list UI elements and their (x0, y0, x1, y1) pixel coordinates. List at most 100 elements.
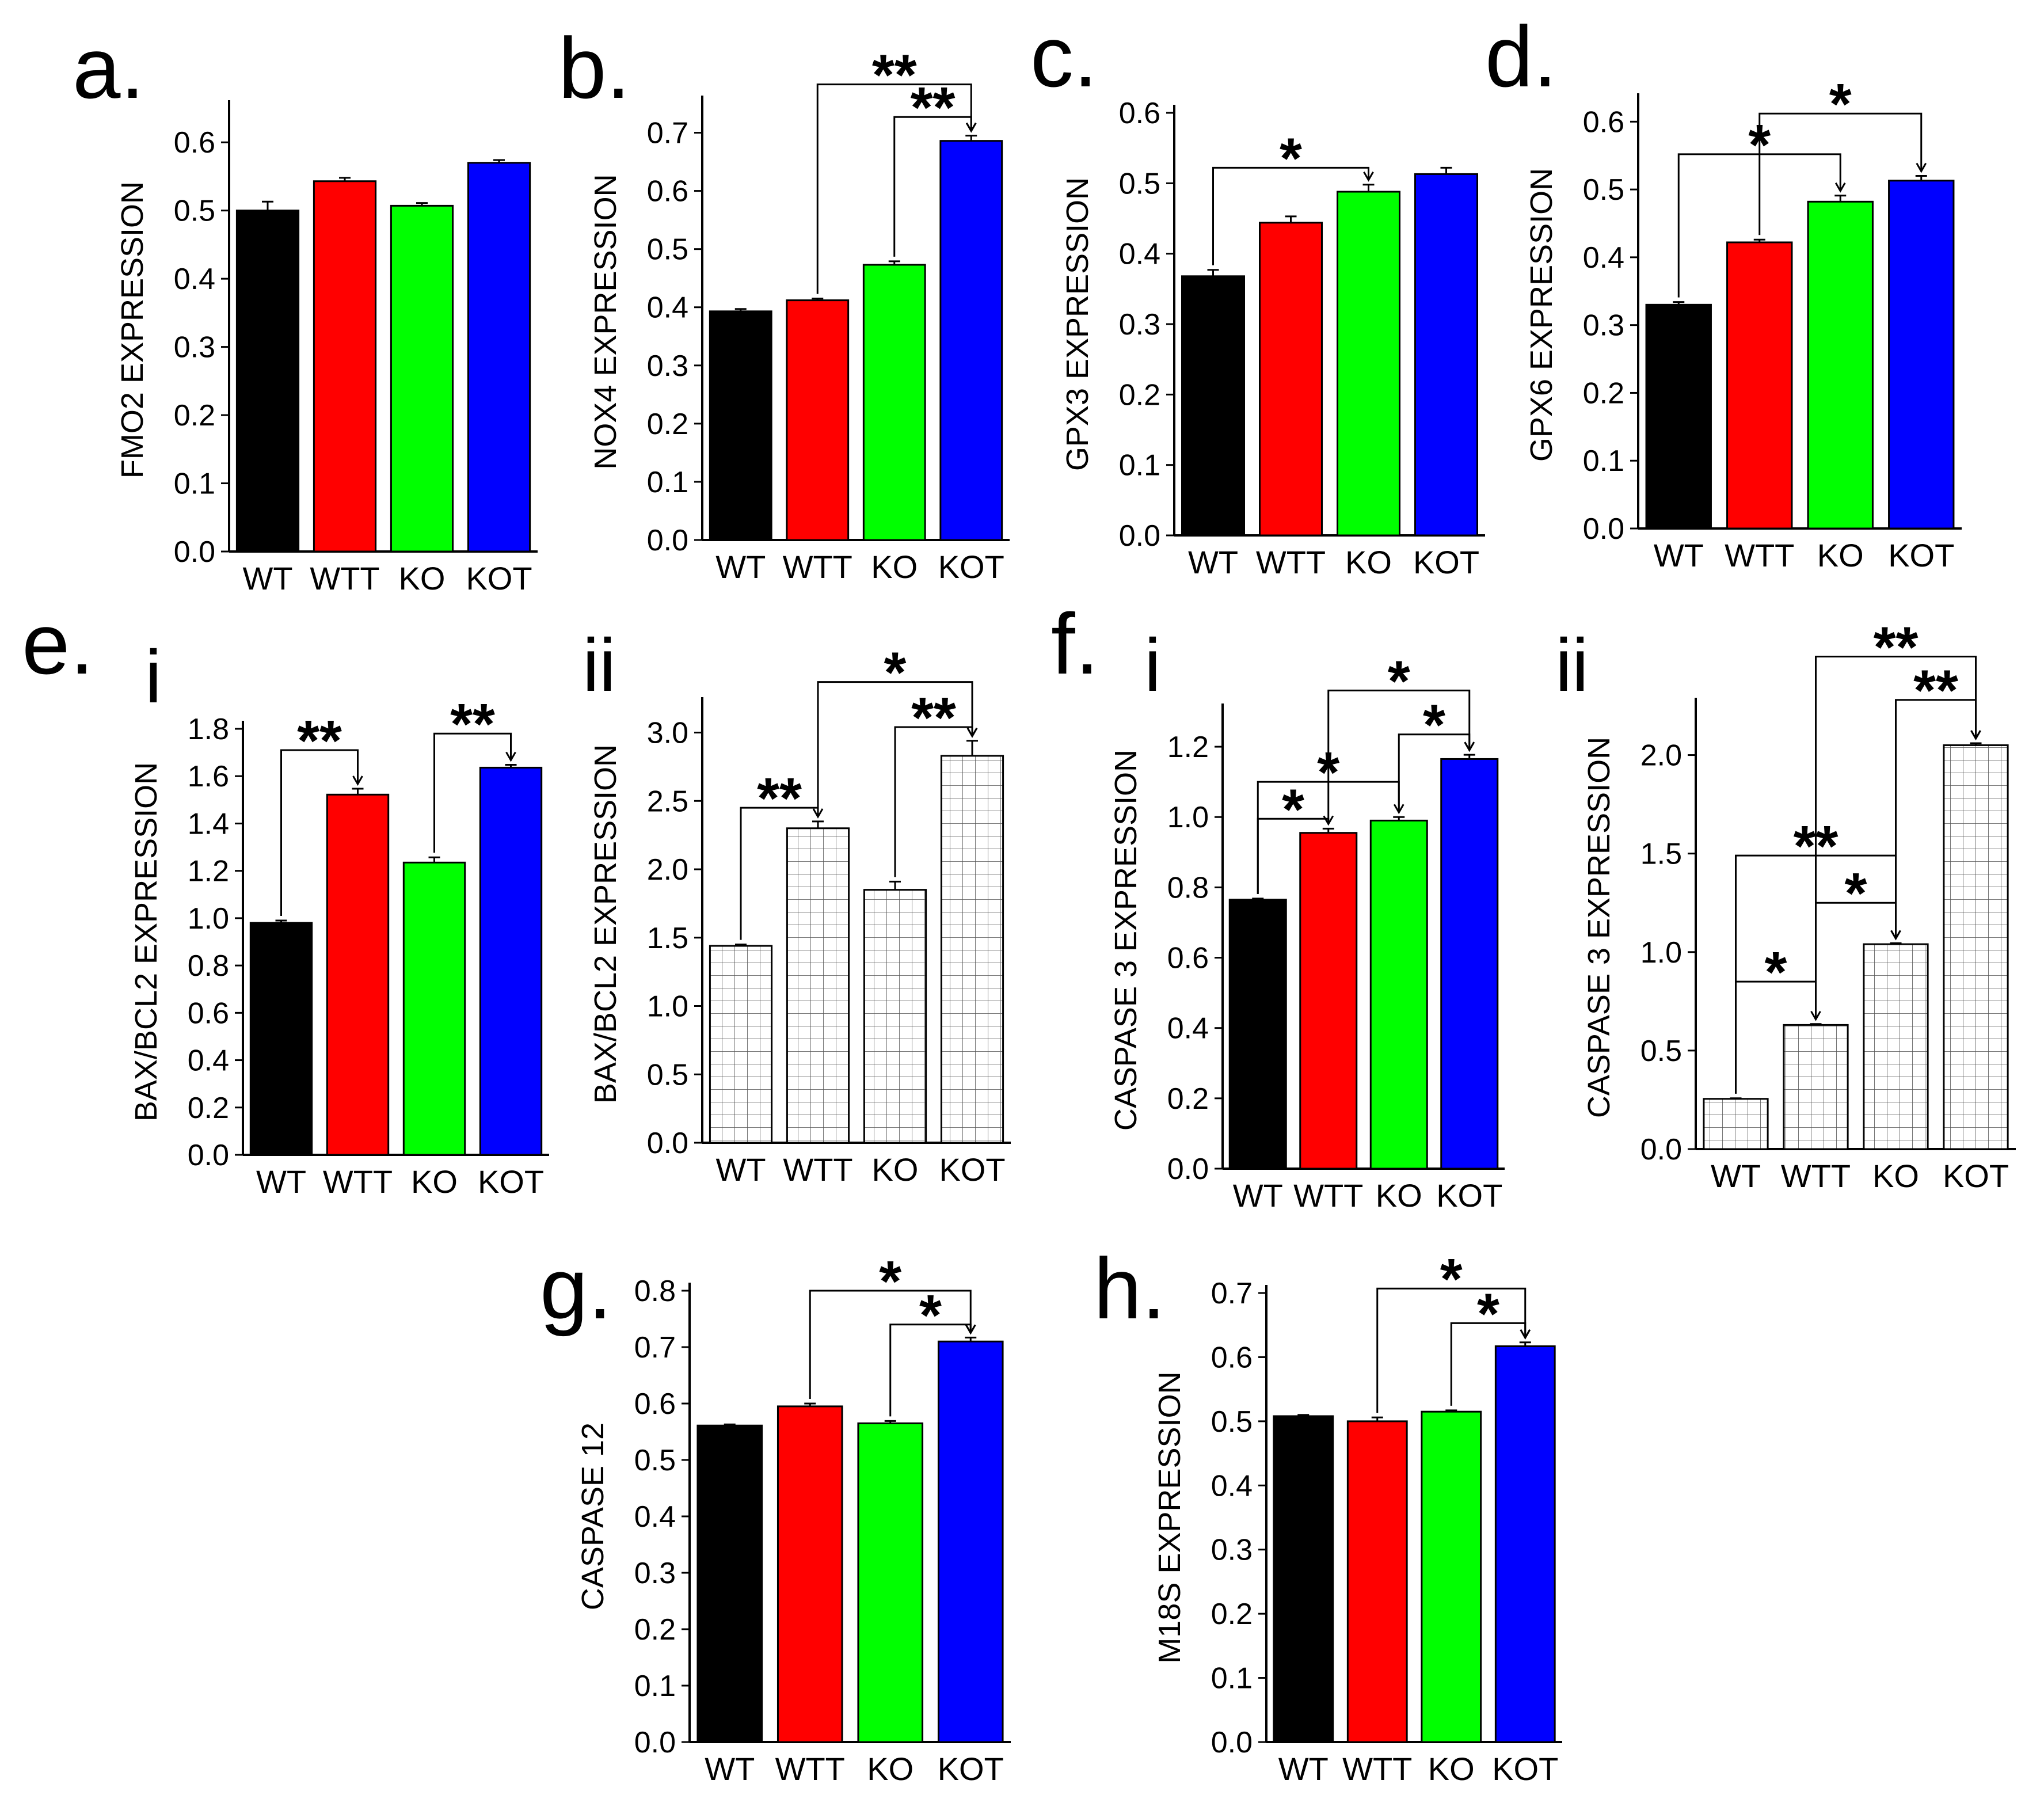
y-tick-label-e_i: 0.4 (188, 1044, 229, 1078)
bar-f_i-KOT (1440, 758, 1499, 1170)
significance-bracket-f_i (1257, 817, 1330, 894)
x-tick-label-b: WT (715, 549, 766, 585)
y-tick-label-a: 0.2 (174, 399, 215, 432)
y-tick-label-h: 0.7 (1211, 1277, 1253, 1310)
x-tick-label-c: WTT (1256, 544, 1326, 580)
y-tick-label-a: 0.0 (174, 535, 215, 569)
y-tick-label-g: 0.6 (634, 1387, 676, 1421)
bar-c-WTT (1259, 222, 1323, 537)
significance-label-h: * (1477, 1281, 1499, 1346)
panel-label-e: e. (22, 595, 94, 692)
y-tick-label-d: 0.0 (1583, 512, 1624, 546)
x-tick-label-h: KOT (1492, 1751, 1558, 1787)
x-tick-label-e_ii: WTT (783, 1151, 852, 1188)
bar-d-KO (1807, 200, 1874, 530)
panel-label-h: h. (1094, 1240, 1166, 1337)
bar-c-WT (1181, 275, 1245, 537)
bar-f_ii-WT (1703, 1098, 1769, 1150)
bar-e_ii-WT (709, 945, 773, 1144)
panel-label-f: f. (1051, 595, 1099, 692)
bar-d-WTT (1726, 241, 1793, 530)
x-tick-label-d: KO (1817, 537, 1864, 573)
significance-bracket-b (893, 116, 972, 257)
significance-label-d: * (1829, 72, 1852, 136)
bar-b-WTT (786, 299, 850, 541)
significance-bracket-f_ii (1735, 854, 1897, 1094)
y-tick-label-e_i: 0.2 (188, 1092, 229, 1125)
y-axis-title-d: GPX6 EXPRESSION (1524, 168, 1559, 462)
x-tick-label-e_ii: WT (715, 1151, 766, 1188)
x-tick-label-f_ii: KO (1872, 1158, 1919, 1194)
y-tick-label-b: 0.3 (647, 349, 688, 383)
significance-bracket-c (1212, 166, 1369, 265)
significance-label-f_i: * (1282, 777, 1304, 842)
y-tick-label-f_ii: 2.0 (1640, 739, 1682, 773)
sub-label-f-i: i (1144, 623, 1161, 707)
chart-c: 0.0 0.1 0.2 0.3 0.4 0.5 0.6 GPX3 EXPRESSION WT WT… (1060, 97, 1485, 580)
bar-g-WTT (777, 1405, 843, 1743)
charts-container: 0.0 0.1 0.2 0.3 0.4 0.5 0.6 FMO2 EXPRESSION WT WT… (115, 43, 2016, 1787)
significance-label-f_ii: * (1765, 940, 1787, 1005)
bar-e_ii-KOT (940, 755, 1004, 1144)
y-tick-label-g: 0.4 (634, 1500, 676, 1534)
bar-e_ii-WTT (786, 827, 850, 1144)
bar-g-WT (696, 1424, 763, 1743)
bar-g-KOT (937, 1340, 1004, 1743)
y-axis-title-a: FMO2 EXPRESSION (115, 181, 150, 478)
significance-arrow-f_ii (1970, 730, 1981, 741)
bar-e_ii-KO (863, 889, 927, 1144)
y-tick-label-c: 0.2 (1119, 378, 1160, 412)
significance-bracket-b (816, 83, 972, 294)
chart-f_i: 0.0 0.2 0.4 0.6 0.8 1.0 1.2 CASPASE 3 EXPRESSIO… (1109, 649, 1505, 1214)
significance-arrow-d (1834, 182, 1846, 193)
significance-arrow-f_i (1464, 741, 1475, 752)
y-tick-label-d: 0.6 (1583, 105, 1624, 139)
y-tick-label-b: 0.6 (647, 175, 688, 208)
y-tick-label-h: 0.5 (1211, 1405, 1253, 1439)
x-tick-label-e_i: KOT (478, 1163, 544, 1200)
y-axis-title-f_i: CASPASE 3 EXPRESSION (1109, 750, 1143, 1131)
x-tick-label-h: WTT (1342, 1751, 1412, 1787)
x-tick-label-g: WT (705, 1751, 755, 1787)
y-tick-label-e_ii: 1.0 (647, 990, 688, 1024)
chart-a: 0.0 0.1 0.2 0.3 0.4 0.5 0.6 FMO2 EXPRESSION WT WT… (115, 100, 538, 596)
bar-h-WT (1273, 1415, 1334, 1743)
x-tick-label-a: WTT (310, 560, 379, 596)
significance-arrow-f_ii (1810, 1010, 1821, 1021)
significance-label-e_ii: * (884, 641, 907, 705)
x-tick-label-d: WTT (1725, 537, 1794, 573)
y-tick-label-f_i: 0.6 (1167, 942, 1209, 975)
significance-arrow-f_ii (1890, 930, 1901, 941)
y-tick-label-e_ii: 2.0 (647, 853, 688, 887)
bar-g-KO (857, 1422, 924, 1743)
bar-f_i-KO (1369, 819, 1428, 1170)
y-tick-label-e_i: 0.8 (188, 949, 229, 983)
panel-label-d: d. (1485, 8, 1557, 105)
bar-h-KO (1421, 1410, 1482, 1743)
significance-label-e_i: ** (297, 709, 342, 773)
y-tick-label-b: 0.7 (647, 117, 688, 150)
chart-d: 0.0 0.1 0.2 0.3 0.4 0.5 0.6 GPX6 EXPRESSION WT WT… (1524, 72, 1962, 573)
significance-bracket-e_i (280, 749, 359, 916)
significance-arrow-e_ii (966, 728, 978, 738)
y-tick-label-a: 0.6 (174, 126, 215, 159)
y-tick-label-f_ii: 0.0 (1640, 1133, 1682, 1166)
significance-label-f_i: * (1317, 740, 1339, 805)
y-axis-title-c: GPX3 EXPRESSION (1060, 177, 1095, 471)
y-tick-label-f_i: 0.8 (1167, 871, 1209, 904)
significance-arrow-e_i (505, 751, 516, 762)
significance-bracket-g (809, 1290, 972, 1399)
significance-bracket-f_ii (1735, 980, 1817, 1094)
significance-label-f_i: * (1423, 693, 1445, 758)
y-tick-label-c: 0.6 (1119, 97, 1160, 130)
y-axis-title-e_ii: BAX/BCL2 EXPRESSION (588, 744, 623, 1104)
sub-label-e-i: i (145, 634, 162, 718)
y-tick-label-c: 0.4 (1119, 238, 1160, 271)
bar-f_i-WTT (1299, 832, 1358, 1170)
panel-label-a: a. (73, 20, 144, 116)
chart-f_ii: 0.0 0.5 1.0 1.5 2.0 CASPASE 3 EXPRESSION WT WTT… (1582, 615, 2016, 1194)
significance-label-h: * (1440, 1247, 1463, 1311)
bar-a-WT (235, 210, 300, 553)
y-tick-label-b: 0.5 (647, 233, 688, 267)
bar-e_i-KOT (479, 766, 543, 1156)
